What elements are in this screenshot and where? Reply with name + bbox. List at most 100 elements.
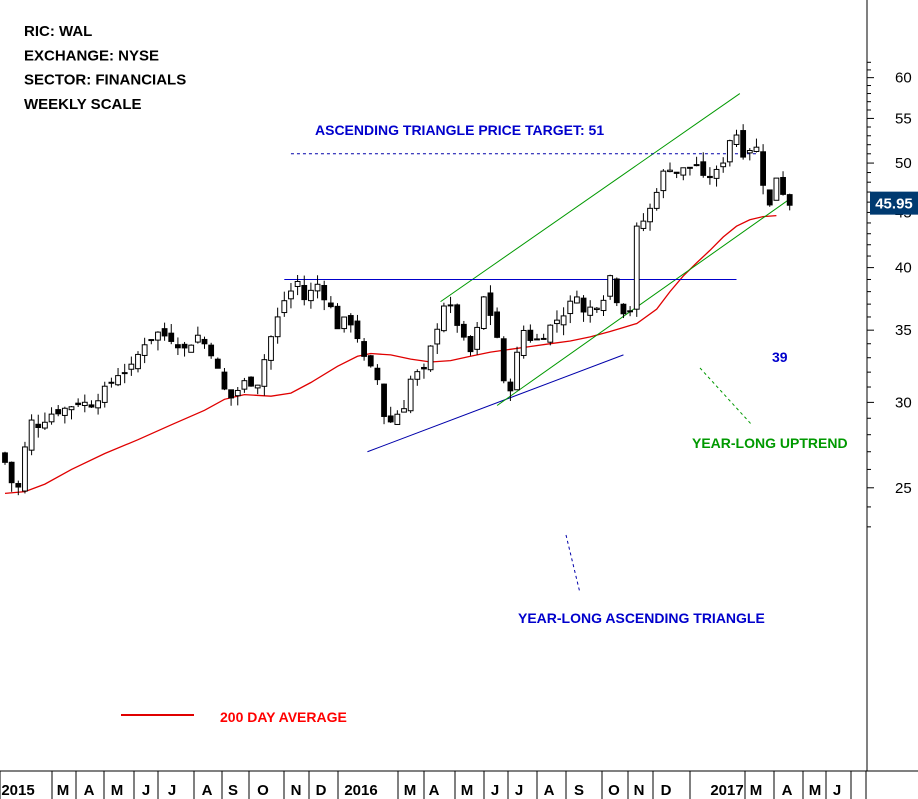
time-tick-label: N bbox=[634, 782, 645, 799]
candle-body bbox=[467, 335, 474, 353]
candle-body bbox=[194, 334, 201, 343]
price-tick-label: 25 bbox=[895, 480, 912, 497]
annotation-label: YEAR-LONG UPTREND bbox=[692, 435, 848, 451]
candle-body bbox=[108, 381, 115, 384]
candle-body bbox=[101, 385, 108, 403]
time-tick-label: A bbox=[84, 782, 95, 799]
candle-body bbox=[786, 194, 793, 206]
candle-body bbox=[494, 311, 501, 338]
candle-body bbox=[2, 452, 8, 463]
time-tick-label: M bbox=[750, 782, 763, 799]
annotation-label: 39 bbox=[772, 349, 788, 365]
time-tick-label: N bbox=[291, 782, 302, 799]
candle-body bbox=[760, 151, 767, 186]
candle-body bbox=[81, 401, 88, 407]
price-tick-label: 35 bbox=[895, 322, 912, 339]
candle-body bbox=[294, 280, 301, 287]
candle-body bbox=[181, 343, 188, 349]
candle-body bbox=[593, 307, 600, 311]
candle-body bbox=[387, 415, 394, 423]
price-axis: 2530354045505560 bbox=[866, 0, 912, 771]
candle-body bbox=[42, 421, 48, 429]
time-tick-label: 2016 bbox=[344, 782, 377, 799]
candle-body bbox=[381, 383, 387, 417]
candle-body bbox=[474, 326, 481, 350]
candle-body bbox=[693, 164, 700, 167]
candle-body bbox=[347, 315, 354, 326]
candle-body bbox=[15, 483, 22, 488]
candle-body bbox=[660, 170, 667, 192]
candle-body bbox=[640, 220, 647, 229]
last-price-label: 45.95 bbox=[875, 196, 913, 213]
candle-body bbox=[228, 389, 234, 399]
candle-body bbox=[733, 134, 740, 145]
candle-body bbox=[261, 359, 268, 387]
annotation-label: 200 DAY AVERAGE bbox=[220, 709, 347, 725]
candle-body bbox=[560, 315, 567, 326]
candle-body bbox=[334, 305, 341, 330]
candle-body bbox=[208, 344, 215, 357]
candle-body bbox=[68, 406, 75, 411]
time-tick-label: M bbox=[111, 782, 124, 799]
triangle-pointer bbox=[565, 534, 581, 594]
candle-body bbox=[327, 302, 334, 308]
candle-body bbox=[354, 320, 361, 340]
candle-body bbox=[507, 381, 514, 392]
candle-body bbox=[254, 384, 261, 389]
candle-body bbox=[633, 225, 640, 310]
moving-average-line bbox=[4, 214, 777, 495]
candle-body bbox=[746, 150, 753, 154]
candle-body bbox=[168, 332, 175, 342]
candle-body bbox=[61, 407, 68, 416]
candle-body bbox=[95, 400, 101, 409]
candle-body bbox=[773, 177, 780, 201]
candle-body bbox=[534, 338, 540, 341]
candle-body bbox=[647, 207, 653, 223]
time-tick-label: O bbox=[257, 782, 269, 799]
price-tick-label: 40 bbox=[895, 260, 912, 277]
candle-body bbox=[274, 316, 281, 338]
candle-body bbox=[667, 169, 673, 173]
last-price-badge bbox=[870, 191, 918, 215]
candle-body bbox=[414, 371, 421, 380]
ascending-triangle-support-line bbox=[367, 354, 624, 453]
candle-body bbox=[620, 303, 627, 315]
trendline-layer bbox=[284, 93, 790, 453]
time-tick-label: M bbox=[809, 782, 822, 799]
candle-body bbox=[680, 167, 687, 176]
annotation-label: YEAR-LONG ASCENDING TRIANGLE bbox=[518, 610, 765, 626]
price-tick-label: 50 bbox=[895, 155, 912, 172]
candle-body bbox=[314, 283, 321, 292]
candlestick-layer bbox=[2, 124, 793, 496]
time-tick-label: A bbox=[429, 782, 440, 799]
candle-body bbox=[487, 292, 494, 316]
candle-body bbox=[441, 305, 447, 332]
time-tick-label: D bbox=[316, 782, 327, 799]
candle-body bbox=[35, 423, 42, 429]
candle-body bbox=[201, 338, 208, 345]
candle-body bbox=[341, 316, 348, 330]
candle-body bbox=[308, 289, 314, 302]
candle-body bbox=[427, 345, 434, 371]
candle-body bbox=[8, 461, 15, 484]
candle-body bbox=[547, 324, 554, 343]
candle-body bbox=[580, 297, 587, 313]
time-tick-label: 2017 bbox=[710, 782, 743, 799]
time-tick-label: J bbox=[515, 782, 523, 799]
candle-body bbox=[447, 304, 454, 307]
candle-body bbox=[281, 300, 288, 314]
candle-body bbox=[520, 329, 527, 356]
candle-body bbox=[527, 329, 534, 341]
candle-body bbox=[707, 175, 713, 179]
info-line: EXCHANGE: NYSE bbox=[24, 47, 159, 64]
candle-body bbox=[687, 166, 693, 169]
price-tick-label: 55 bbox=[895, 110, 912, 127]
candle-body bbox=[500, 338, 507, 382]
annotation-label: ASCENDING TRIANGLE PRICE TARGET: 51 bbox=[315, 122, 604, 138]
candle-body bbox=[88, 404, 95, 408]
candle-body bbox=[161, 328, 168, 337]
moving-average-layer bbox=[4, 214, 777, 495]
info-line: RIC: WAL bbox=[24, 23, 92, 40]
candle-body bbox=[175, 344, 181, 349]
